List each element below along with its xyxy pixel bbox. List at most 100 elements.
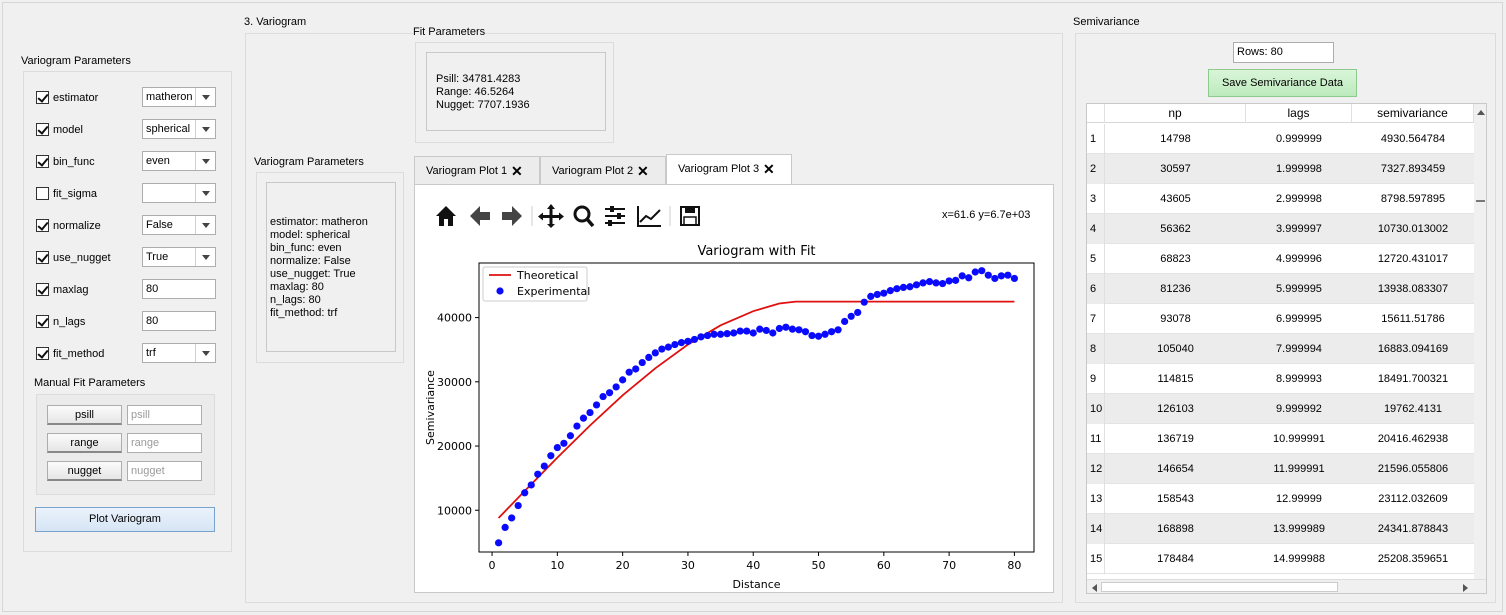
chevron-down-icon[interactable]	[195, 120, 215, 138]
table-row[interactable]: 7 93078 6.999995 15611.51786	[1087, 304, 1475, 334]
checkbox-fit-sigma[interactable]	[36, 187, 49, 200]
table-cell[interactable]: 13.999989	[1273, 523, 1325, 535]
checkbox-estimator[interactable]	[36, 91, 49, 104]
scroll-left-icon[interactable]	[1092, 584, 1097, 592]
table-cell[interactable]: 11.999991	[1273, 463, 1325, 475]
row-number[interactable]: 7	[1087, 304, 1105, 334]
checkbox-maxlag[interactable]	[36, 283, 49, 296]
row-number[interactable]: 6	[1087, 274, 1105, 304]
scrollbar-thumb[interactable]	[1476, 200, 1485, 202]
scrollbar-thumb[interactable]	[1101, 582, 1338, 592]
edit-axis-icon[interactable]	[637, 206, 661, 227]
table-row[interactable]: 8 105040 7.999994 16883.094169	[1087, 334, 1475, 364]
table-row[interactable]: 14 168898 13.999989 24341.878843	[1087, 514, 1475, 544]
table-cell[interactable]: 25208.359651	[1377, 553, 1449, 565]
chevron-down-icon[interactable]	[195, 184, 215, 202]
plot-variogram-button[interactable]: Plot Variogram	[35, 507, 215, 532]
column-header-semivariance[interactable]: semivariance	[1352, 104, 1474, 123]
table-cell[interactable]: 114815	[1157, 373, 1194, 385]
checkbox-use-nugget[interactable]	[36, 251, 49, 264]
maxlag-input[interactable]: 80	[142, 279, 216, 299]
model-dropdown[interactable]: spherical	[142, 119, 216, 139]
table-cell[interactable]: 43605	[1160, 193, 1191, 205]
checkbox-model[interactable]	[36, 123, 49, 136]
table-cell[interactable]: 20416.462938	[1377, 433, 1449, 445]
table-row[interactable]: 2 30597 1.999998 7327.893459	[1087, 154, 1475, 184]
table-cell[interactable]: 24341.878843	[1377, 523, 1449, 535]
table-cell[interactable]: 8798.597895	[1380, 193, 1446, 205]
table-cell[interactable]: 7.999994	[1276, 343, 1322, 355]
close-icon[interactable]: ✕	[763, 161, 775, 177]
chevron-down-icon[interactable]	[195, 88, 215, 106]
table-row[interactable]: 9 114815 8.999993 18491.700321	[1087, 364, 1475, 394]
table-cell[interactable]: 81236	[1160, 283, 1191, 295]
table-cell[interactable]: 2.999998	[1276, 193, 1322, 205]
table-cell[interactable]: 15611.51786	[1381, 313, 1445, 325]
column-header-np[interactable]: np	[1105, 104, 1246, 123]
tab-variogram-plot-1[interactable]: Variogram Plot 1 ✕	[414, 156, 540, 185]
table-cell[interactable]: 178484	[1157, 553, 1194, 565]
table-cell[interactable]: 18491.700321	[1377, 373, 1449, 385]
normalize-dropdown[interactable]: False	[142, 215, 216, 235]
table-cell[interactable]: 23112.032609	[1378, 493, 1448, 505]
column-header-lags[interactable]: lags	[1246, 104, 1352, 123]
save-icon[interactable]	[680, 206, 700, 226]
table-cell[interactable]: 8.999993	[1276, 373, 1322, 385]
row-number[interactable]: 10	[1087, 394, 1105, 424]
vertical-scrollbar[interactable]	[1474, 104, 1486, 579]
table-cell[interactable]: 12.99999	[1276, 493, 1322, 505]
horizontal-scrollbar[interactable]	[1087, 579, 1486, 593]
table-cell[interactable]: 93078	[1160, 313, 1191, 325]
row-number[interactable]: 3	[1087, 184, 1105, 214]
table-cell[interactable]: 10.999991	[1273, 433, 1325, 445]
row-number[interactable]: 14	[1087, 514, 1105, 544]
table-cell[interactable]: 4930.564784	[1380, 133, 1446, 145]
estimator-dropdown[interactable]: matheron	[142, 87, 216, 107]
table-cell[interactable]: 56362	[1160, 223, 1191, 235]
tab-variogram-plot-3[interactable]: Variogram Plot 3 ✕	[666, 154, 792, 185]
table-cell[interactable]: 0.999999	[1276, 133, 1322, 145]
fit-sigma-dropdown[interactable]	[142, 183, 216, 203]
row-number[interactable]: 4	[1087, 214, 1105, 244]
table-cell[interactable]: 105040	[1157, 343, 1194, 355]
table-cell[interactable]: 68823	[1160, 253, 1191, 265]
row-number[interactable]: 5	[1087, 244, 1105, 274]
row-number[interactable]: 12	[1087, 454, 1105, 484]
nugget-input[interactable]: nugget	[127, 461, 202, 481]
table-cell[interactable]: 9.999992	[1276, 403, 1322, 415]
row-number[interactable]: 13	[1087, 484, 1105, 514]
checkbox-n-lags[interactable]	[36, 315, 49, 328]
home-icon[interactable]	[436, 206, 456, 226]
row-number[interactable]: 11	[1087, 424, 1105, 454]
close-icon[interactable]: ✕	[637, 163, 649, 179]
table-cell[interactable]: 136719	[1157, 433, 1194, 445]
row-number[interactable]: 15	[1087, 544, 1105, 574]
table-cell[interactable]: 1.999998	[1276, 163, 1322, 175]
rows-count-field[interactable]: Rows: 80	[1233, 42, 1334, 63]
table-row[interactable]: 3 43605 2.999998 8798.597895	[1087, 184, 1475, 214]
back-arrow-icon[interactable]	[470, 206, 490, 226]
table-row[interactable]: 11 136719 10.999991 20416.462938	[1087, 424, 1475, 454]
table-row[interactable]: 10 126103 9.999992 19762.4131	[1087, 394, 1475, 424]
table-cell[interactable]: 14.999988	[1273, 553, 1325, 565]
checkbox-normalize[interactable]	[36, 219, 49, 232]
chevron-down-icon[interactable]	[195, 152, 215, 170]
table-cell[interactable]: 3.999997	[1276, 223, 1322, 235]
psill-button[interactable]: psill	[47, 405, 122, 425]
row-number[interactable]: 2	[1087, 154, 1105, 184]
use-nugget-dropdown[interactable]: True	[142, 247, 216, 267]
table-cell[interactable]: 126103	[1157, 403, 1194, 415]
table-row[interactable]: 6 81236 5.999995 13938.083307	[1087, 274, 1475, 304]
nugget-button[interactable]: nugget	[47, 461, 122, 481]
psill-input[interactable]: psill	[127, 405, 202, 425]
table-cell[interactable]: 5.999995	[1276, 283, 1322, 295]
table-row[interactable]: 15 178484 14.999988 25208.359651	[1087, 544, 1475, 574]
n-lags-input[interactable]: 80	[142, 311, 216, 331]
tab-variogram-plot-2[interactable]: Variogram Plot 2 ✕	[540, 156, 666, 185]
table-cell[interactable]: 10730.013002	[1377, 223, 1449, 235]
scroll-up-icon[interactable]	[1477, 110, 1485, 115]
row-number[interactable]: 1	[1087, 124, 1105, 154]
table-cell[interactable]: 16883.094169	[1377, 343, 1449, 355]
pan-icon[interactable]	[538, 204, 564, 228]
range-button[interactable]: range	[47, 433, 122, 453]
